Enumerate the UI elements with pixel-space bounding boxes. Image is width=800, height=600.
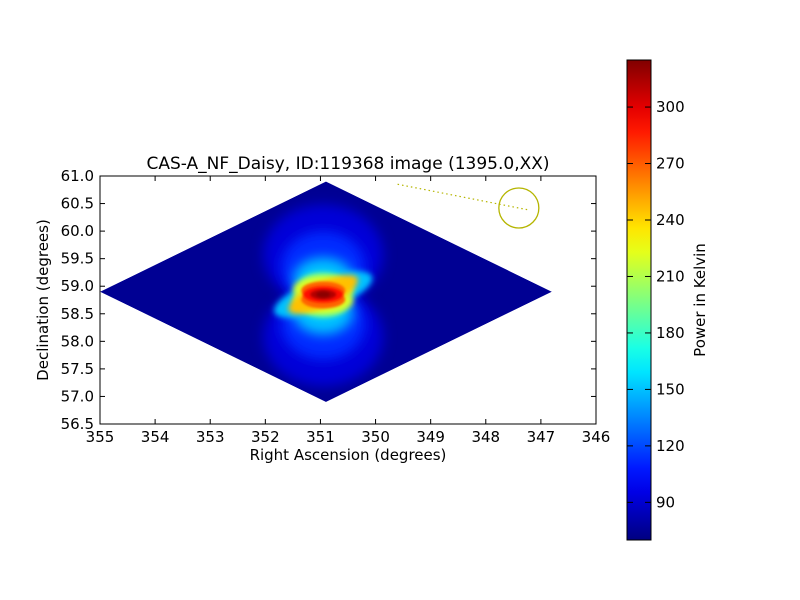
heatmap-image [100, 181, 552, 402]
x-axis-label: Right Ascension (degrees) [250, 446, 447, 464]
colorbar [626, 59, 652, 541]
y-tick-label: 59.0 [61, 277, 94, 295]
y-tick-label: 59.5 [61, 250, 94, 268]
colorbar-ticks: 90 120 150 180 210 240 270 300 [627, 98, 685, 511]
beam-circle [498, 187, 540, 229]
y-tick-label: 56.5 [61, 415, 94, 433]
colorbar-tick-label: 240 [656, 211, 685, 229]
y-axis-label: Declination (degrees) [34, 219, 52, 381]
colorbar-tick-label: 90 [656, 493, 675, 511]
x-tick-label: 354 [141, 428, 170, 446]
x-tick-label: 347 [527, 428, 556, 446]
y-tick-label: 60.5 [61, 195, 94, 213]
colorbar-label: Power in Kelvin [691, 243, 709, 357]
x-tick-label: 348 [471, 428, 500, 446]
y-tick-label: 61.0 [61, 167, 94, 185]
colorbar-tick-label: 180 [656, 324, 685, 342]
x-tick-label: 349 [416, 428, 445, 446]
y-tick-label: 57.5 [61, 360, 94, 378]
beam-direction-line [397, 183, 530, 211]
x-tick-label: 350 [361, 428, 390, 446]
colorbar-tick-label: 210 [656, 267, 685, 285]
y-axis-ticks: 56.5 57.0 57.5 58.0 58.5 59.0 59.5 60.0 60.5 61.0 [61, 167, 596, 433]
plot-frame [99, 175, 597, 425]
y-tick-label: 57.0 [61, 387, 94, 405]
x-axis-ticks: 355 354 353 352 351 350 349 348 347 346 [86, 176, 611, 446]
x-tick-label: 346 [582, 428, 611, 446]
x-tick-label: 352 [251, 428, 280, 446]
y-tick-label: 60.0 [61, 222, 94, 240]
colorbar-tick-label: 270 [656, 155, 685, 173]
heatmap-intensity-blob [316, 291, 331, 298]
colorbar-tick-label: 300 [656, 98, 685, 116]
y-tick-label: 58.0 [61, 332, 94, 350]
colorbar-tick-label: 150 [656, 380, 685, 398]
x-tick-label: 355 [86, 428, 115, 446]
colorbar-tick-label: 120 [656, 437, 685, 455]
x-tick-label: 351 [306, 428, 335, 446]
chart-title: CAS-A_NF_Daisy, ID:119368 image (1395.0,… [146, 154, 549, 174]
y-tick-label: 58.5 [61, 305, 94, 323]
x-tick-label: 353 [196, 428, 225, 446]
